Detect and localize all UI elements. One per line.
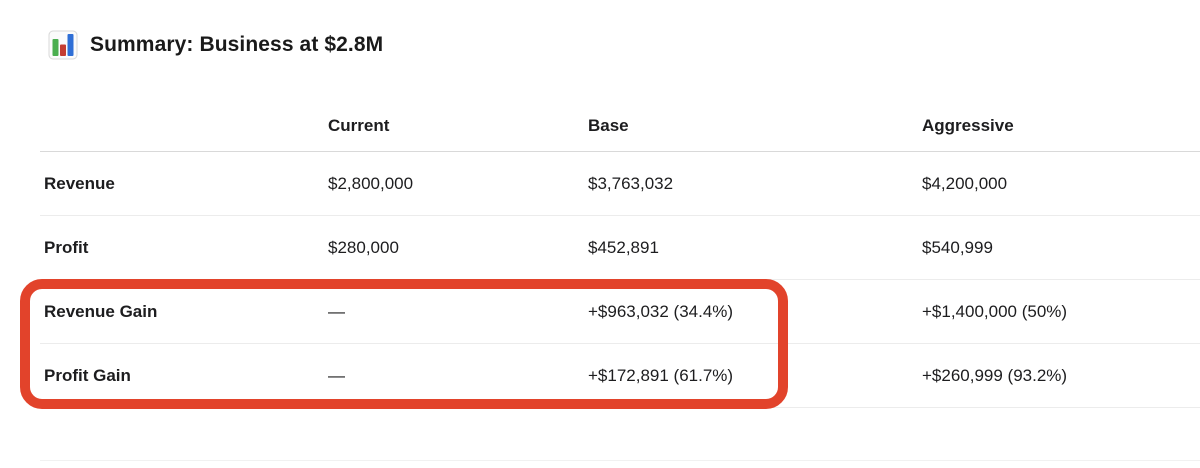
table-row-revenue: Revenue $2,800,000 $3,763,032 $4,200,000 [40,152,1200,216]
cell-revenue-gain-current: — [328,301,345,321]
cell-profit-base: $452,891 [588,237,659,257]
row-label: Revenue Gain [44,301,158,321]
row-label: Profit Gain [44,365,131,385]
column-header-aggressive: Aggressive [922,115,1014,135]
cell-revenue-gain-aggressive: +$1,400,000 (50%) [922,301,1068,321]
cell-profit-gain-base: +$172,891 (61.7%) [588,365,734,385]
table-header-row: Current Base Aggressive [40,100,1200,152]
cell-profit-gain-current: — [328,365,345,385]
column-header-base: Base [588,115,629,135]
cell-revenue-gain-base: +$963,032 (34.4%) [588,301,734,321]
page-title-row: Summary: Business at $2.8M [48,30,383,60]
summary-table: Current Base Aggressive Revenue $2,800,0… [40,100,1200,408]
row-label: Profit [44,237,89,257]
table-row-profit-gain: Profit Gain — +$172,891 (61.7%) +$260,99… [40,344,1200,408]
page-title: Summary: Business at $2.8M [90,33,384,56]
cell-revenue-aggressive: $4,200,000 [922,173,1008,193]
bottom-divider [40,460,1200,461]
row-label: Revenue [44,173,115,193]
table-row-profit: Profit $280,000 $452,891 $540,999 [40,216,1200,280]
cell-profit-current: $280,000 [328,237,399,257]
cell-revenue-current: $2,800,000 [328,173,414,193]
cell-profit-gain-aggressive: +$260,999 (93.2%) [922,365,1068,385]
table-row-revenue-gain: Revenue Gain — +$963,032 (34.4%) +$1,400… [40,280,1200,344]
cell-profit-aggressive: $540,999 [922,237,993,257]
column-header-current: Current [328,115,390,135]
bar-chart-icon [48,30,78,60]
cell-revenue-base: $3,763,032 [588,173,674,193]
